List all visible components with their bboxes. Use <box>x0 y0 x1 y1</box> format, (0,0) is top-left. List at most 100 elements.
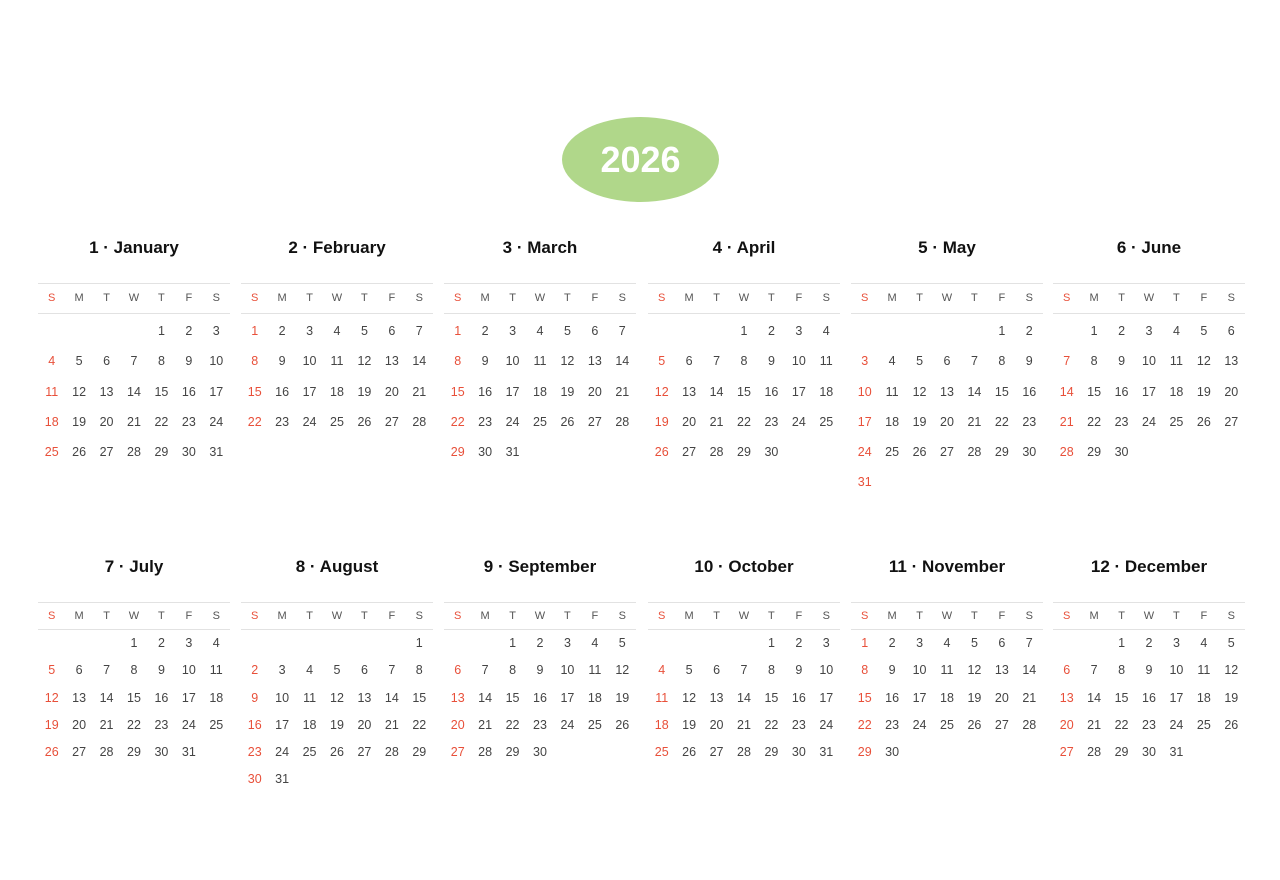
day-cell[interactable]: 13 <box>1224 354 1239 369</box>
day-cell[interactable]: 26 <box>1196 414 1211 429</box>
day-cell[interactable]: 4 <box>658 663 666 678</box>
day-cell[interactable]: 31 <box>209 445 224 460</box>
day-cell[interactable]: 10 <box>560 663 575 678</box>
day-cell[interactable]: 22 <box>737 414 751 429</box>
day-cell[interactable]: 21 <box>1059 414 1074 429</box>
day-cell[interactable]: 12 <box>357 354 372 369</box>
day-cell[interactable]: 18 <box>302 717 317 732</box>
day-cell[interactable]: 20 <box>72 717 87 732</box>
day-cell[interactable]: 19 <box>654 414 669 429</box>
day-cell[interactable]: 2 <box>185 324 193 338</box>
day-cell[interactable]: 5 <box>658 354 666 369</box>
day-cell[interactable]: 16 <box>154 690 169 705</box>
day-cell[interactable]: 15 <box>764 690 779 705</box>
day-cell[interactable]: 5 <box>563 324 571 338</box>
day-cell[interactable]: 11 <box>209 663 223 678</box>
day-cell[interactable]: 10 <box>302 354 317 369</box>
day-cell[interactable]: 11 <box>1169 354 1183 369</box>
day-cell[interactable]: 18 <box>885 414 900 429</box>
day-cell[interactable]: 6 <box>998 636 1006 650</box>
day-cell[interactable]: 29 <box>994 445 1009 460</box>
day-cell[interactable]: 1 <box>740 324 748 338</box>
day-cell[interactable]: 7 <box>415 324 423 338</box>
day-cell[interactable]: 10 <box>275 690 290 705</box>
day-cell[interactable]: 27 <box>72 745 87 760</box>
day-cell[interactable]: 30 <box>478 445 493 460</box>
day-cell[interactable]: 28 <box>709 445 724 460</box>
day-cell[interactable]: 24 <box>505 414 520 429</box>
day-cell[interactable]: 27 <box>587 414 602 429</box>
day-cell[interactable]: 14 <box>615 354 630 369</box>
day-cell[interactable]: 7 <box>618 324 626 338</box>
day-cell[interactable]: 8 <box>509 663 517 678</box>
day-cell[interactable]: 12 <box>330 690 344 705</box>
day-cell[interactable]: 8 <box>767 663 775 678</box>
day-cell[interactable]: 18 <box>1169 384 1184 399</box>
day-cell[interactable]: 19 <box>967 690 982 705</box>
day-cell[interactable]: 26 <box>357 414 372 429</box>
day-cell[interactable]: 4 <box>536 324 544 338</box>
day-cell[interactable]: 15 <box>857 690 872 705</box>
day-cell[interactable]: 18 <box>44 414 59 429</box>
day-cell[interactable]: 24 <box>1142 414 1156 429</box>
day-cell[interactable]: 12 <box>654 384 669 399</box>
day-cell[interactable]: 13 <box>994 663 1009 678</box>
day-cell[interactable]: 4 <box>943 636 951 650</box>
day-cell[interactable]: 14 <box>709 384 724 399</box>
day-cell[interactable]: 11 <box>940 663 954 678</box>
day-cell[interactable]: 30 <box>1022 445 1037 460</box>
day-cell[interactable]: 13 <box>72 690 87 705</box>
day-cell[interactable]: 6 <box>713 663 721 678</box>
day-cell[interactable]: 23 <box>478 414 493 429</box>
day-cell[interactable]: 23 <box>154 717 169 732</box>
day-cell[interactable]: 13 <box>587 354 602 369</box>
day-cell[interactable]: 1 <box>1118 636 1126 650</box>
day-cell[interactable]: 10 <box>181 663 196 678</box>
day-cell[interactable]: 17 <box>1169 690 1184 705</box>
day-cell[interactable]: 1 <box>157 324 165 338</box>
day-cell[interactable]: 17 <box>1142 384 1156 399</box>
day-cell[interactable]: 25 <box>654 745 669 760</box>
day-cell[interactable]: 24 <box>819 717 834 732</box>
day-cell[interactable]: 13 <box>1059 690 1074 705</box>
day-cell[interactable]: 25 <box>302 745 317 760</box>
day-cell[interactable]: 29 <box>450 445 465 460</box>
day-cell[interactable]: 10 <box>791 354 806 369</box>
day-cell[interactable]: 26 <box>654 445 669 460</box>
day-cell[interactable]: 8 <box>251 354 259 369</box>
day-cell[interactable]: 12 <box>1224 663 1239 678</box>
day-cell[interactable]: 16 <box>1142 690 1156 705</box>
day-cell[interactable]: 18 <box>819 384 834 399</box>
day-cell[interactable]: 25 <box>940 717 954 732</box>
day-cell[interactable]: 2 <box>157 636 165 650</box>
day-cell[interactable]: 27 <box>357 745 372 760</box>
day-cell[interactable]: 8 <box>1118 663 1126 678</box>
day-cell[interactable]: 19 <box>1224 690 1239 705</box>
day-cell[interactable]: 17 <box>209 384 224 399</box>
day-cell[interactable]: 22 <box>247 414 262 429</box>
day-cell[interactable]: 24 <box>181 717 196 732</box>
day-cell[interactable]: 11 <box>533 354 547 369</box>
day-cell[interactable]: 4 <box>888 354 896 369</box>
day-cell[interactable]: 21 <box>1022 690 1037 705</box>
day-cell[interactable]: 4 <box>591 636 599 650</box>
day-cell[interactable]: 18 <box>587 690 602 705</box>
day-cell[interactable]: 15 <box>247 384 262 399</box>
day-cell[interactable]: 15 <box>994 384 1009 399</box>
day-cell[interactable]: 31 <box>819 745 834 760</box>
day-cell[interactable]: 23 <box>247 745 262 760</box>
day-cell[interactable]: 24 <box>275 745 290 760</box>
day-cell[interactable]: 16 <box>1114 384 1129 399</box>
day-cell[interactable]: 11 <box>885 384 899 399</box>
day-cell[interactable]: 7 <box>130 354 138 369</box>
day-cell[interactable]: 26 <box>44 745 59 760</box>
day-cell[interactable]: 22 <box>412 717 427 732</box>
day-cell[interactable]: 14 <box>1087 690 1102 705</box>
day-cell[interactable]: 30 <box>791 745 806 760</box>
day-cell[interactable]: 13 <box>709 690 724 705</box>
day-cell[interactable]: 13 <box>99 384 114 399</box>
day-cell[interactable]: 7 <box>1025 636 1033 650</box>
day-cell[interactable]: 7 <box>1090 663 1098 678</box>
day-cell[interactable]: 22 <box>764 717 779 732</box>
day-cell[interactable]: 21 <box>709 414 724 429</box>
